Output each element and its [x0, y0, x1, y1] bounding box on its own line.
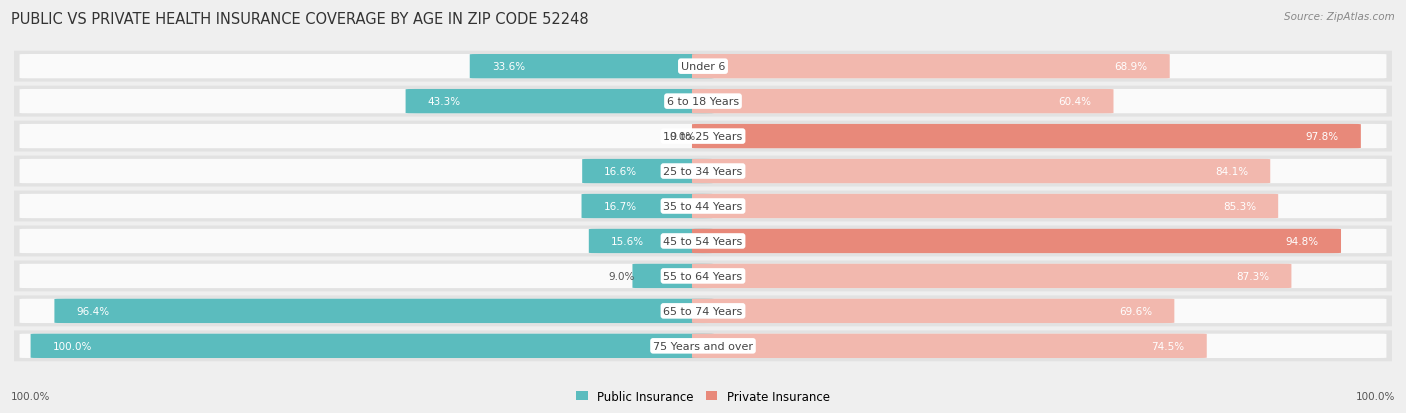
FancyBboxPatch shape [4, 52, 1402, 83]
FancyBboxPatch shape [692, 195, 1278, 218]
FancyBboxPatch shape [20, 159, 1386, 184]
Text: 60.4%: 60.4% [1059, 97, 1091, 107]
Text: 74.5%: 74.5% [1152, 341, 1185, 351]
Text: 45 to 54 Years: 45 to 54 Years [664, 236, 742, 247]
Text: 33.6%: 33.6% [492, 62, 524, 72]
FancyBboxPatch shape [692, 90, 1114, 114]
Text: Source: ZipAtlas.com: Source: ZipAtlas.com [1284, 12, 1395, 22]
FancyBboxPatch shape [4, 330, 1402, 361]
Text: 16.7%: 16.7% [603, 202, 637, 211]
Text: 9.0%: 9.0% [609, 271, 636, 281]
Text: 55 to 64 Years: 55 to 64 Years [664, 271, 742, 281]
Legend: Public Insurance, Private Insurance: Public Insurance, Private Insurance [571, 385, 835, 408]
FancyBboxPatch shape [55, 299, 714, 323]
Text: 15.6%: 15.6% [610, 236, 644, 247]
FancyBboxPatch shape [405, 90, 714, 114]
Text: 97.8%: 97.8% [1306, 132, 1339, 142]
Text: 100.0%: 100.0% [11, 391, 51, 401]
FancyBboxPatch shape [4, 261, 1402, 292]
Text: 16.6%: 16.6% [605, 166, 637, 177]
FancyBboxPatch shape [20, 55, 1386, 79]
FancyBboxPatch shape [20, 125, 1386, 149]
Text: 25 to 34 Years: 25 to 34 Years [664, 166, 742, 177]
Text: 0.0%: 0.0% [669, 132, 696, 142]
FancyBboxPatch shape [692, 55, 1170, 79]
FancyBboxPatch shape [692, 334, 1206, 358]
FancyBboxPatch shape [582, 195, 714, 218]
FancyBboxPatch shape [470, 55, 714, 79]
Text: 75 Years and over: 75 Years and over [652, 341, 754, 351]
Text: 87.3%: 87.3% [1236, 271, 1270, 281]
Text: 65 to 74 Years: 65 to 74 Years [664, 306, 742, 316]
FancyBboxPatch shape [692, 159, 1270, 184]
FancyBboxPatch shape [589, 229, 714, 254]
Text: PUBLIC VS PRIVATE HEALTH INSURANCE COVERAGE BY AGE IN ZIP CODE 52248: PUBLIC VS PRIVATE HEALTH INSURANCE COVER… [11, 12, 589, 27]
Text: 100.0%: 100.0% [52, 341, 91, 351]
FancyBboxPatch shape [692, 125, 1361, 149]
FancyBboxPatch shape [4, 86, 1402, 117]
FancyBboxPatch shape [20, 90, 1386, 114]
FancyBboxPatch shape [4, 121, 1402, 152]
FancyBboxPatch shape [633, 264, 714, 288]
FancyBboxPatch shape [4, 296, 1402, 327]
Text: 35 to 44 Years: 35 to 44 Years [664, 202, 742, 211]
Text: 94.8%: 94.8% [1286, 236, 1319, 247]
FancyBboxPatch shape [692, 299, 1174, 323]
Text: 96.4%: 96.4% [76, 306, 110, 316]
FancyBboxPatch shape [20, 334, 1386, 358]
FancyBboxPatch shape [4, 156, 1402, 187]
FancyBboxPatch shape [582, 159, 714, 184]
Text: 6 to 18 Years: 6 to 18 Years [666, 97, 740, 107]
FancyBboxPatch shape [20, 299, 1386, 323]
Text: 84.1%: 84.1% [1215, 166, 1249, 177]
FancyBboxPatch shape [692, 264, 1291, 288]
Text: 19 to 25 Years: 19 to 25 Years [664, 132, 742, 142]
Text: 43.3%: 43.3% [427, 97, 461, 107]
Text: 85.3%: 85.3% [1223, 202, 1256, 211]
FancyBboxPatch shape [20, 229, 1386, 254]
FancyBboxPatch shape [4, 191, 1402, 222]
FancyBboxPatch shape [692, 229, 1341, 254]
Text: 100.0%: 100.0% [1355, 391, 1395, 401]
FancyBboxPatch shape [4, 226, 1402, 257]
FancyBboxPatch shape [20, 264, 1386, 288]
Text: 69.6%: 69.6% [1119, 306, 1153, 316]
FancyBboxPatch shape [31, 334, 714, 358]
FancyBboxPatch shape [20, 195, 1386, 218]
Text: 68.9%: 68.9% [1115, 62, 1147, 72]
Text: Under 6: Under 6 [681, 62, 725, 72]
